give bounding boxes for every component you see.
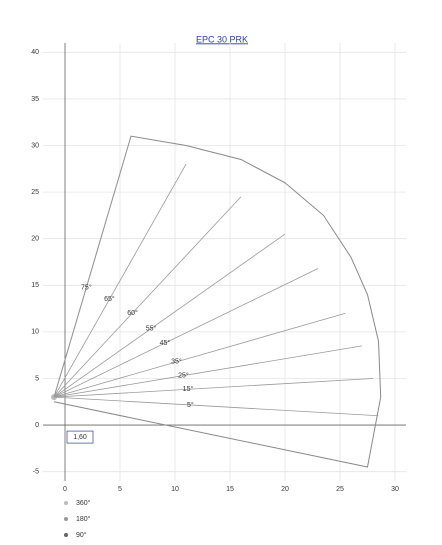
y-tick-label: 25 xyxy=(31,189,39,196)
y-tick-label: 5 xyxy=(35,375,39,382)
angle-line xyxy=(53,345,363,398)
angle-label: 25° xyxy=(178,371,189,379)
angle-label: 55° xyxy=(146,324,157,332)
dimension-label: 1,60 xyxy=(73,434,87,441)
chart-title: EPC 30 PRK xyxy=(196,34,248,44)
x-tick-label: 15 xyxy=(226,486,234,493)
legend-label: 90° xyxy=(76,531,87,539)
y-tick-label: 15 xyxy=(31,282,39,289)
legend-label: 360° xyxy=(76,499,91,507)
angle-line xyxy=(53,136,132,398)
working-range xyxy=(53,135,382,468)
angle-line xyxy=(53,268,319,398)
y-tick-label: 30 xyxy=(31,142,39,149)
y-tick-label: 10 xyxy=(31,329,39,336)
angle-label: 35° xyxy=(171,358,182,366)
x-tick-label: 30 xyxy=(391,486,399,493)
angle-line xyxy=(53,396,379,417)
y-tick-label: 40 xyxy=(31,49,39,56)
angle-line xyxy=(53,196,242,398)
legend-marker xyxy=(64,517,68,521)
angle-label: 65° xyxy=(104,295,115,303)
dimension-box xyxy=(66,430,94,444)
angle-label: 45° xyxy=(160,339,171,347)
angle-label: 5° xyxy=(187,401,194,409)
angle-line xyxy=(53,312,346,398)
x-tick-label: 20 xyxy=(281,486,289,493)
y-tick-label: 35 xyxy=(31,96,39,103)
legend-label: 180° xyxy=(76,515,91,523)
angle-line xyxy=(53,233,286,398)
x-tick-label: 10 xyxy=(171,486,179,493)
angle-label: 75° xyxy=(81,283,92,291)
y-tick-label: 20 xyxy=(31,236,39,243)
legend-marker xyxy=(64,501,68,505)
x-tick-label: 25 xyxy=(336,486,344,493)
x-tick-label: 5 xyxy=(118,486,122,493)
angle-label: 15° xyxy=(183,385,194,393)
y-tick-label: -5 xyxy=(33,469,39,476)
angle-line xyxy=(53,378,374,398)
y-tick-label: 0 xyxy=(35,422,39,429)
x-tick-label: 0 xyxy=(63,486,67,493)
legend-marker xyxy=(64,533,68,537)
angle-line xyxy=(53,163,187,398)
angle-label: 60° xyxy=(127,309,138,317)
